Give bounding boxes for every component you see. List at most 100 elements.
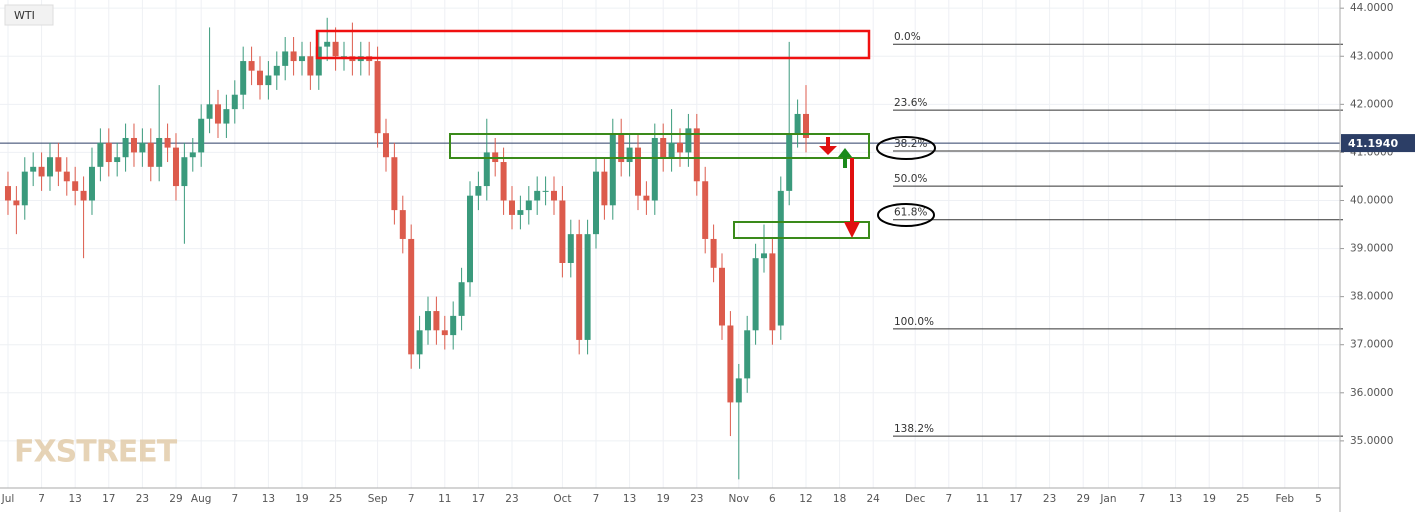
x-tick-label: 7 bbox=[945, 493, 952, 505]
candle-body bbox=[710, 238, 717, 268]
y-tick-label: 36.0000 bbox=[1350, 387, 1393, 399]
candle-body bbox=[660, 137, 667, 158]
down-arrow bbox=[819, 137, 837, 155]
x-tick-label: 19 bbox=[657, 493, 670, 505]
x-tick-label: 5 bbox=[1315, 493, 1322, 505]
last-price-box bbox=[1341, 134, 1415, 153]
candle-body bbox=[248, 61, 255, 71]
candle-body bbox=[63, 171, 70, 182]
x-tick-label: 11 bbox=[976, 493, 989, 505]
candle-body bbox=[651, 137, 658, 201]
candle-body bbox=[693, 128, 700, 182]
x-tick-label: 7 bbox=[1139, 493, 1146, 505]
x-tick-label: 24 bbox=[867, 493, 881, 505]
y-tick-label: 38.0000 bbox=[1350, 291, 1393, 303]
candle-body bbox=[147, 142, 154, 167]
grid bbox=[0, 0, 1340, 488]
x-tick-label: Sep bbox=[368, 493, 388, 505]
x-tick-label: 6 bbox=[769, 493, 776, 505]
candle-body bbox=[324, 41, 331, 47]
candle-body bbox=[80, 190, 87, 201]
candles bbox=[4, 17, 809, 480]
candle-body bbox=[290, 51, 297, 62]
fib-label: 100.0% bbox=[894, 316, 934, 328]
candle-body bbox=[769, 253, 776, 331]
x-tick-label: 13 bbox=[623, 493, 636, 505]
candle-body bbox=[777, 190, 784, 326]
candle-body bbox=[735, 378, 742, 403]
candle-body bbox=[114, 157, 121, 163]
candle-body bbox=[214, 104, 221, 124]
x-tick-label: 17 bbox=[1009, 493, 1022, 505]
x-tick-label: 18 bbox=[833, 493, 846, 505]
x-tick-label: 25 bbox=[329, 493, 342, 505]
candle-body bbox=[265, 75, 272, 86]
candle-body bbox=[475, 186, 482, 196]
candle-body bbox=[525, 200, 532, 211]
candle-body bbox=[256, 70, 263, 86]
y-tick-label: 39.0000 bbox=[1350, 243, 1393, 255]
up-arrow bbox=[838, 148, 852, 168]
x-tick-label: Nov bbox=[729, 493, 750, 505]
watermark: FXSTREET bbox=[14, 435, 178, 470]
candle-body bbox=[88, 166, 95, 201]
candle-body bbox=[156, 137, 163, 167]
candle-body bbox=[97, 142, 104, 167]
candle-body bbox=[130, 137, 137, 153]
x-tick-label: 7 bbox=[38, 493, 45, 505]
candle-body bbox=[273, 65, 280, 76]
x-tick-label: 23 bbox=[136, 493, 149, 505]
x-tick-label: Jul bbox=[1, 493, 15, 505]
support-box bbox=[449, 133, 870, 159]
candle-body bbox=[433, 311, 440, 331]
x-tick-label: 23 bbox=[690, 493, 703, 505]
candle-body bbox=[181, 157, 188, 187]
candle-body bbox=[189, 152, 196, 158]
x-tick-label: 19 bbox=[295, 493, 308, 505]
candle-body bbox=[576, 234, 583, 340]
candle-body bbox=[139, 142, 146, 153]
candle-body bbox=[802, 113, 809, 138]
x-tick-label: 13 bbox=[262, 493, 275, 505]
last-price-label: 41.1940 bbox=[1348, 137, 1398, 150]
candle-body bbox=[794, 113, 801, 134]
candle-body bbox=[517, 210, 524, 215]
candle-body bbox=[584, 234, 591, 340]
candle-body bbox=[618, 133, 625, 163]
candle-body bbox=[4, 186, 11, 201]
candle-body bbox=[508, 200, 515, 215]
candle-body bbox=[601, 171, 608, 206]
x-tick-label: 12 bbox=[799, 493, 812, 505]
candle-body bbox=[38, 166, 45, 177]
x-tick-label: Feb bbox=[1276, 493, 1295, 505]
fib-circle bbox=[876, 136, 936, 160]
down-arrow bbox=[844, 158, 860, 238]
candle-body bbox=[198, 118, 205, 153]
x-tick-label: 11 bbox=[438, 493, 451, 505]
fib-label: 138.2% bbox=[894, 423, 934, 435]
candle-body bbox=[634, 147, 641, 196]
x-tick-label: 29 bbox=[169, 493, 182, 505]
target-box bbox=[733, 221, 870, 239]
candle-body bbox=[72, 181, 79, 191]
candle-body bbox=[542, 190, 549, 192]
candle-body bbox=[172, 147, 179, 187]
candle-body bbox=[55, 157, 62, 172]
x-tick-label: 29 bbox=[1077, 493, 1090, 505]
candle-body bbox=[609, 133, 616, 206]
x-tick-label: 23 bbox=[1043, 493, 1056, 505]
symbol-box bbox=[4, 4, 54, 26]
fib-label: 38.2% bbox=[894, 138, 927, 150]
fib-label: 0.0% bbox=[894, 31, 921, 43]
candle-body bbox=[374, 61, 381, 134]
y-tick-label: 35.0000 bbox=[1350, 435, 1393, 447]
candle-body bbox=[483, 152, 490, 187]
candle-body bbox=[332, 41, 339, 57]
x-tick-label: Jan bbox=[1099, 493, 1116, 505]
candle-body bbox=[550, 190, 557, 201]
candle-body bbox=[206, 104, 213, 119]
